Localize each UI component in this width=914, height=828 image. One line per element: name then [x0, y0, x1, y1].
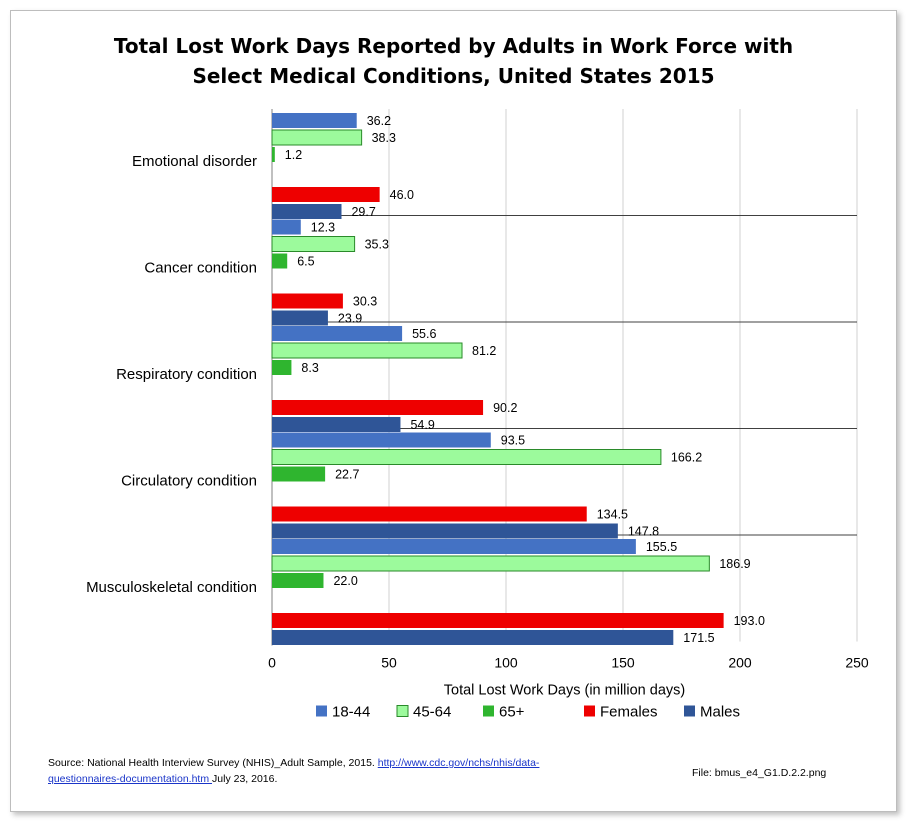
bar — [272, 293, 343, 309]
legend-swatch — [483, 705, 494, 717]
bar — [271, 236, 356, 252]
bar — [272, 539, 636, 554]
bar — [272, 573, 324, 588]
bar — [272, 432, 491, 448]
bar — [272, 147, 275, 162]
source-link[interactable]: http://www.cdc.gov/nchs/nhis/data- — [377, 757, 540, 769]
data-label: 12.3 — [311, 221, 335, 235]
x-tick-label: 0 — [268, 655, 276, 671]
source-note: Source: National Health Interview Survey… — [48, 755, 539, 787]
category-label: Musculoskeletal condition — [86, 579, 257, 596]
legend-swatch — [684, 705, 695, 717]
data-label: 93.5 — [501, 434, 525, 448]
source-date: July 23, 2016. — [212, 773, 278, 785]
legend-label: Females — [600, 704, 658, 721]
category-label: Circulatory condition — [121, 473, 257, 490]
source-text: Source: National Health Interview Survey… — [48, 757, 378, 769]
data-label: 54.9 — [410, 418, 434, 432]
legend-label: 18-44 — [332, 704, 370, 721]
data-label: 55.6 — [412, 327, 436, 341]
data-label: 35.3 — [365, 238, 389, 252]
data-label: 1.2 — [285, 148, 302, 162]
bar — [272, 506, 587, 522]
x-tick-label: 100 — [494, 655, 518, 671]
bar — [272, 204, 342, 219]
legend-swatch — [316, 705, 327, 717]
bar — [272, 310, 328, 326]
data-label: 155.5 — [646, 540, 677, 554]
bar — [272, 523, 618, 539]
x-tick-label: 200 — [728, 655, 752, 671]
file-name: File: bmus_e4_G1.D.2.2.png — [692, 767, 827, 779]
bar — [271, 449, 662, 465]
x-tick-label: 50 — [381, 655, 397, 671]
x-axis-title: Total Lost Work Days (in million days) — [444, 683, 685, 699]
data-label: 6.5 — [297, 255, 314, 269]
legend-swatch — [584, 705, 595, 717]
category-label: Respiratory condition — [116, 366, 257, 383]
data-label: 22.0 — [333, 574, 357, 588]
data-label: 23.9 — [338, 312, 362, 326]
x-tick-label: 150 — [611, 655, 635, 671]
chart-title: Total Lost Work Days Reported by Adults … — [11, 31, 896, 91]
data-label: 22.7 — [335, 468, 359, 482]
bar — [272, 219, 301, 235]
data-label: 81.2 — [472, 344, 496, 358]
data-label: 36.2 — [367, 114, 391, 128]
data-label: 171.5 — [683, 631, 714, 645]
category-label: Emotional disorder — [132, 153, 257, 170]
bar — [272, 187, 380, 202]
bar — [272, 417, 401, 432]
data-label: 29.7 — [351, 205, 375, 219]
data-label: 90.2 — [493, 401, 517, 415]
data-label: 46.0 — [390, 188, 414, 202]
source-link-continued[interactable]: questionnaires-documentation.htm — [48, 773, 213, 785]
data-label: 186.9 — [719, 557, 750, 571]
chart-title-line-2: Select Medical Conditions, United States… — [192, 64, 715, 88]
data-label: 38.3 — [372, 131, 396, 145]
data-label: 8.3 — [301, 361, 318, 375]
bar — [271, 342, 463, 359]
data-label: 193.0 — [734, 614, 765, 628]
bar — [272, 400, 484, 415]
bar — [272, 253, 288, 269]
legend-label: 65+ — [499, 704, 525, 721]
bar — [272, 466, 326, 482]
chart-title-line-1: Total Lost Work Days Reported by Adults … — [113, 34, 794, 58]
bar — [272, 630, 674, 645]
x-tick-label: 250 — [845, 655, 869, 671]
data-label: 166.2 — [671, 451, 702, 465]
data-label: 147.8 — [628, 525, 659, 539]
category-label: Cancer condition — [144, 260, 257, 277]
legend-label: 45-64 — [413, 704, 451, 721]
bar — [271, 555, 710, 572]
data-label: 134.5 — [597, 508, 628, 522]
bar — [272, 326, 403, 341]
bar — [271, 129, 363, 146]
chart-frame: Total Lost Work Days Reported by Adults … — [10, 10, 897, 812]
bar — [272, 360, 292, 375]
data-label: 30.3 — [353, 295, 377, 309]
legend-label: Males — [700, 704, 740, 721]
bar — [272, 113, 357, 128]
bar-chart: 0 50 100 150 200 250 36.2 38.3 1.2 46.0 29.7 Emotio… — [86, 109, 869, 721]
bar — [272, 613, 724, 628]
legend-swatch — [396, 705, 409, 717]
